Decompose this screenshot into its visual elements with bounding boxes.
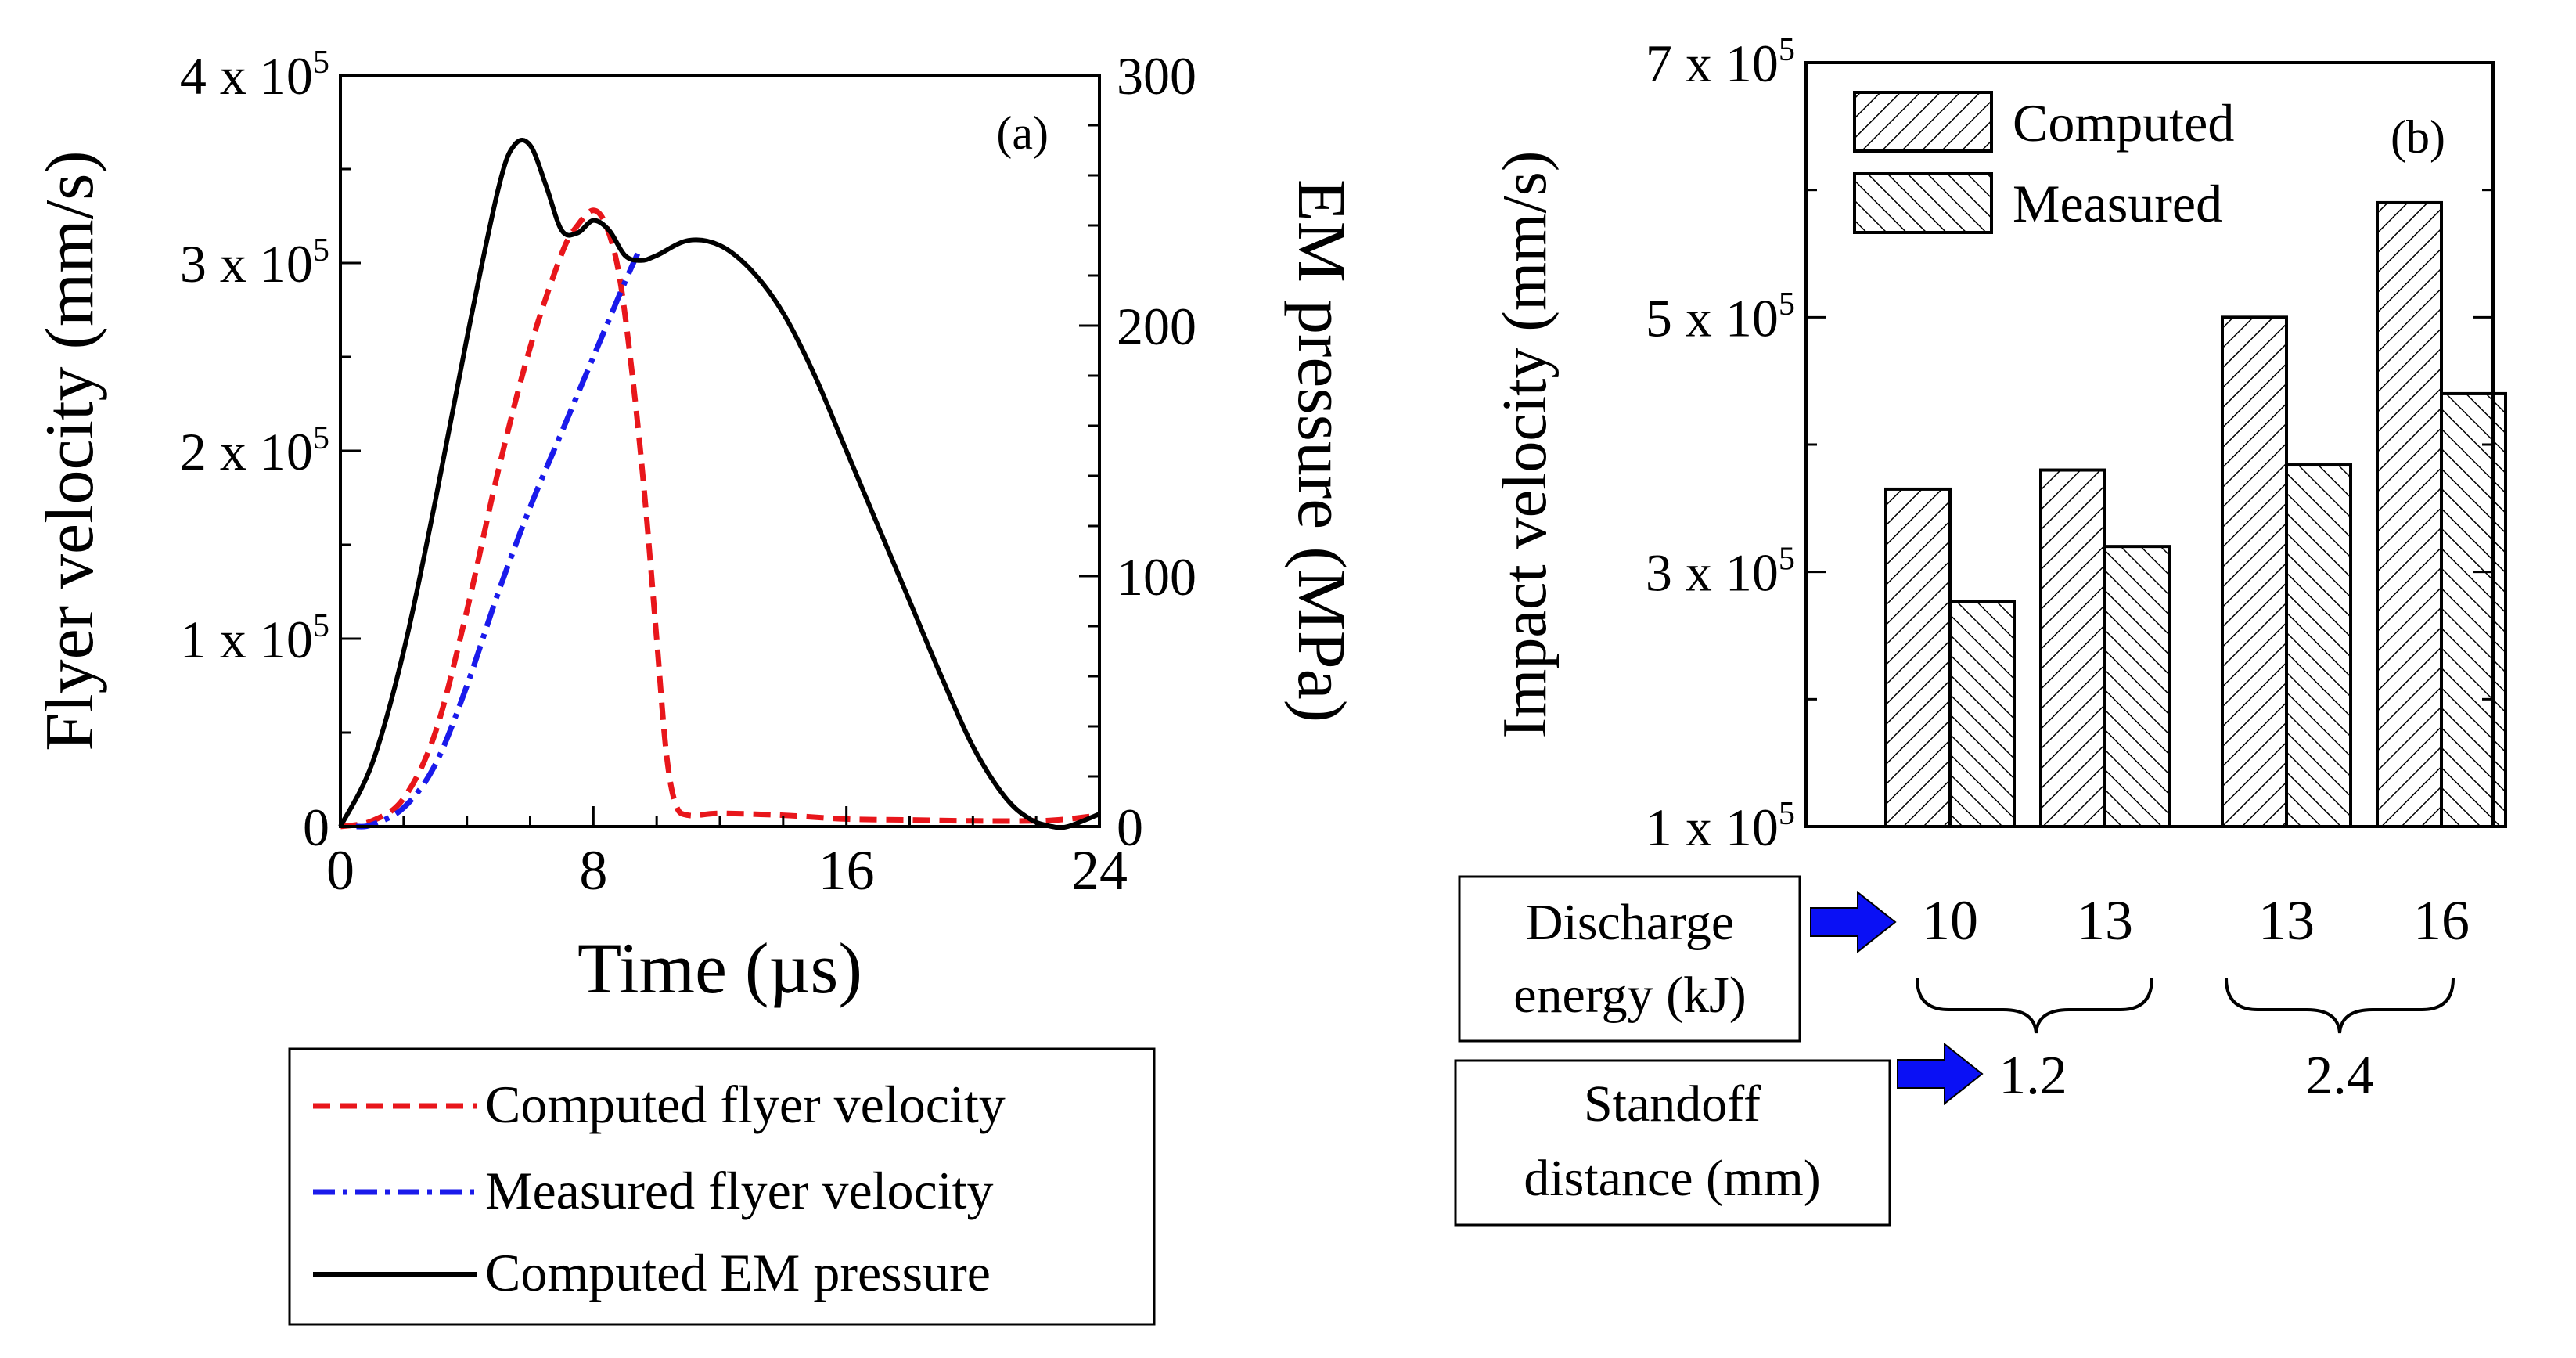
legend-swatch-measured: [1853, 172, 1993, 234]
y-right-tick-label: 300: [1117, 46, 1196, 106]
x-tick-label: 8: [579, 839, 607, 902]
brace-group-1: [1916, 978, 2153, 1034]
panel-a: 0 8 16 24 0 1 x 105 2 x 105 3 x 105 4 x 105 0 10…: [32, 44, 1359, 1326]
series-line-computed-em-pressure: [338, 138, 1101, 830]
y-left-tick-label: 4 x 105: [180, 44, 329, 106]
y-right-tick-label: 100: [1117, 547, 1196, 607]
panel-b-y-axis-label: Impact velocity (mm/s): [1491, 151, 1560, 739]
standoff-group-1-label: 1.2: [1999, 1046, 2067, 1106]
standoff-distance-label-line1: Standoff: [1584, 1075, 1761, 1133]
standoff-group-2-label: 2.4: [2305, 1046, 2374, 1106]
y-right-tick-label: 0: [1117, 798, 1143, 857]
panel-b: 1 x 105 3 x 105 5 x 105 7 x 105 (b) Impact …: [1454, 31, 2507, 1227]
series-line-computed-flyer-velocity: [340, 207, 1100, 830]
y-left-tick-label: 0: [303, 798, 329, 857]
panel-a-series: [338, 138, 1101, 830]
bar-measured-2: [2103, 545, 2171, 829]
panel-a-x-axis-label: Time (µs): [577, 928, 862, 1008]
panel-a-left-axis-label: Flyer velocity (mm/s): [32, 150, 108, 751]
category-label: 13: [2077, 889, 2133, 952]
y-right-tick-label: 200: [1117, 297, 1196, 356]
legend-label-computed: Computed: [2013, 93, 2234, 153]
bar-computed-1: [1884, 487, 1952, 829]
y-tick-label: 1 x 105: [1646, 795, 1795, 857]
brace-group-2: [2225, 978, 2455, 1034]
y-tick-label: 7 x 105: [1646, 31, 1795, 93]
discharge-energy-box: [1458, 875, 1801, 1043]
panel-a-legend: Computed flyer velocity Measured flyer v…: [288, 1047, 1156, 1326]
panel-a-ticks: [339, 74, 1101, 828]
series-line-measured-flyer-velocity: [355, 252, 641, 830]
panel-a-x-tick-labels: 0 8 16 24: [326, 839, 1128, 902]
panel-a-left-tick-labels: 0 1 x 105 2 x 105 3 x 105 4 x 105: [180, 44, 329, 857]
bar-computed-2: [2039, 468, 2106, 828]
legend-box: [288, 1047, 1156, 1326]
bar-measured-4: [2440, 391, 2507, 828]
standoff-arrow-icon: [1897, 1042, 1984, 1106]
bar-measured-3: [2285, 463, 2352, 828]
category-label: 13: [2258, 889, 2315, 952]
standoff-distance-box: [1454, 1059, 1891, 1227]
category-label: 10: [1922, 889, 1978, 952]
panel-b-y-tick-labels: 1 x 105 3 x 105 5 x 105 7 x 105: [1646, 31, 1795, 857]
panel-b-category-labels: 10 13 13 16: [1922, 889, 2470, 952]
panel-b-label: (b): [2391, 111, 2445, 163]
discharge-arrow-icon: [1810, 890, 1897, 954]
panel-a-label: (a): [996, 107, 1049, 159]
y-left-tick-label: 1 x 105: [180, 607, 329, 669]
bar-computed-4: [2376, 200, 2443, 828]
panel-b-legend: Computed Measured: [1853, 91, 2234, 234]
panel-b-bars: [1884, 200, 2507, 829]
category-label: 16: [2413, 889, 2470, 952]
panel-a-right-axis-label: EM pressure (MPa): [1283, 179, 1359, 722]
panel-a-right-tick-labels: 0 100 200 300: [1117, 46, 1196, 857]
x-tick-label: 16: [818, 839, 875, 902]
legend-label-measured: Measured: [2013, 174, 2222, 233]
discharge-energy-label-line2: energy (kJ): [1513, 967, 1747, 1024]
legend-label-computed-flyer-velocity: Computed flyer velocity: [485, 1075, 1006, 1134]
legend-label-measured-flyer-velocity: Measured flyer velocity: [485, 1161, 994, 1220]
discharge-energy-label-line1: Discharge: [1526, 894, 1734, 951]
panel-b-ticks: [1806, 61, 2493, 828]
y-left-tick-label: 2 x 105: [180, 420, 329, 481]
x-tick-label: 24: [1071, 839, 1128, 902]
y-tick-label: 3 x 105: [1646, 540, 1795, 602]
bar-measured-1: [1948, 600, 2016, 829]
x-tick-label: 0: [326, 839, 354, 902]
legend-swatch-computed: [1853, 91, 1993, 153]
bar-computed-3: [2221, 315, 2288, 829]
y-left-tick-label: 3 x 105: [180, 232, 329, 294]
standoff-distance-label-line2: distance (mm): [1524, 1150, 1820, 1207]
legend-label-computed-em-pressure: Computed EM pressure: [485, 1243, 991, 1302]
y-tick-label: 5 x 105: [1646, 286, 1795, 348]
